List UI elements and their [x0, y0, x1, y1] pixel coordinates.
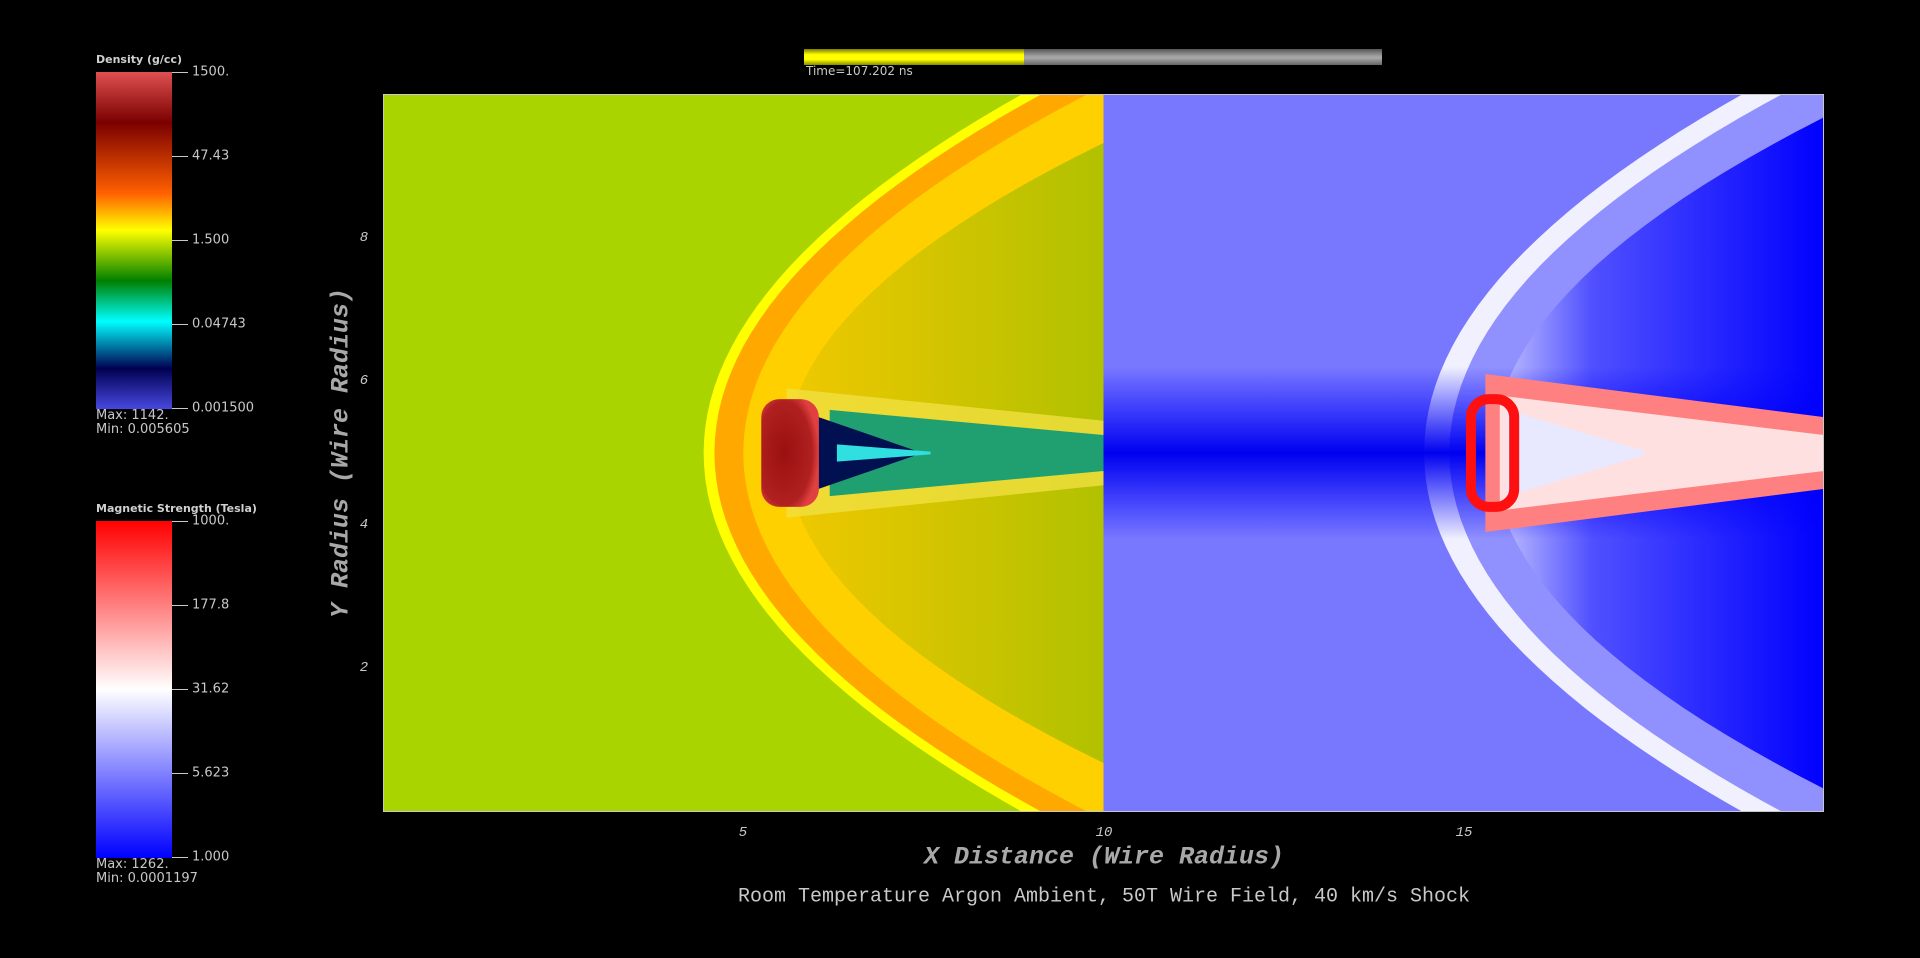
x-tick-label: 5	[738, 825, 748, 841]
magnetic-tick: 1000.	[192, 513, 230, 529]
magnetic-tick: 1.000	[192, 849, 230, 865]
density-max: Max: 1142.	[96, 408, 169, 423]
magnetic-legend: Magnetic Strength (Tesla) 1000. 177.8 31…	[96, 502, 257, 886]
y-tick-label: 4	[359, 517, 369, 533]
time-progress-bar	[804, 49, 1382, 65]
density-tick: 47.43	[192, 148, 230, 164]
x-axis-label: X Distance (Wire Radius)	[923, 842, 1285, 872]
magnetic-colorbar	[96, 521, 172, 858]
density-colorbar	[96, 72, 172, 409]
field-plot	[383, 94, 1824, 812]
magnetic-tick: 31.62	[192, 681, 230, 697]
x-tick-label: 10	[1095, 825, 1113, 841]
y-tick-label: 6	[359, 373, 369, 389]
y-tick-label: 2	[359, 660, 369, 676]
density-tick: 0.001500	[192, 400, 255, 416]
magnetic-panel	[1103, 94, 1824, 812]
density-panel	[383, 94, 1104, 812]
density-tick: 1.500	[192, 232, 230, 248]
magnetic-tick: 5.623	[192, 765, 230, 781]
density-tick: 1500.	[192, 64, 230, 80]
magnetic-max: Max: 1262.	[96, 857, 169, 872]
magnetic-min: Min: 0.0001197	[96, 871, 198, 886]
magnetic-legend-title: Magnetic Strength (Tesla)	[96, 502, 257, 515]
density-tick: 0.04743	[192, 316, 246, 332]
x-tick-label: 15	[1455, 825, 1473, 841]
y-tick-label: 8	[359, 230, 369, 246]
time-progress-fill	[804, 49, 1024, 65]
density-min: Min: 0.005605	[96, 422, 190, 437]
chart-title: Room Temperature Argon Ambient, 50T Wire…	[737, 885, 1471, 909]
density-legend: Density (g/cc) 1500. 47.43 1.500 0.04743…	[96, 53, 254, 437]
density-legend-title: Density (g/cc)	[96, 53, 182, 66]
magnetic-tick: 177.8	[192, 597, 230, 613]
time-label: Time=107.202 ns	[806, 64, 913, 78]
y-axis-label: Y Radius (Wire Radius)	[326, 287, 356, 619]
